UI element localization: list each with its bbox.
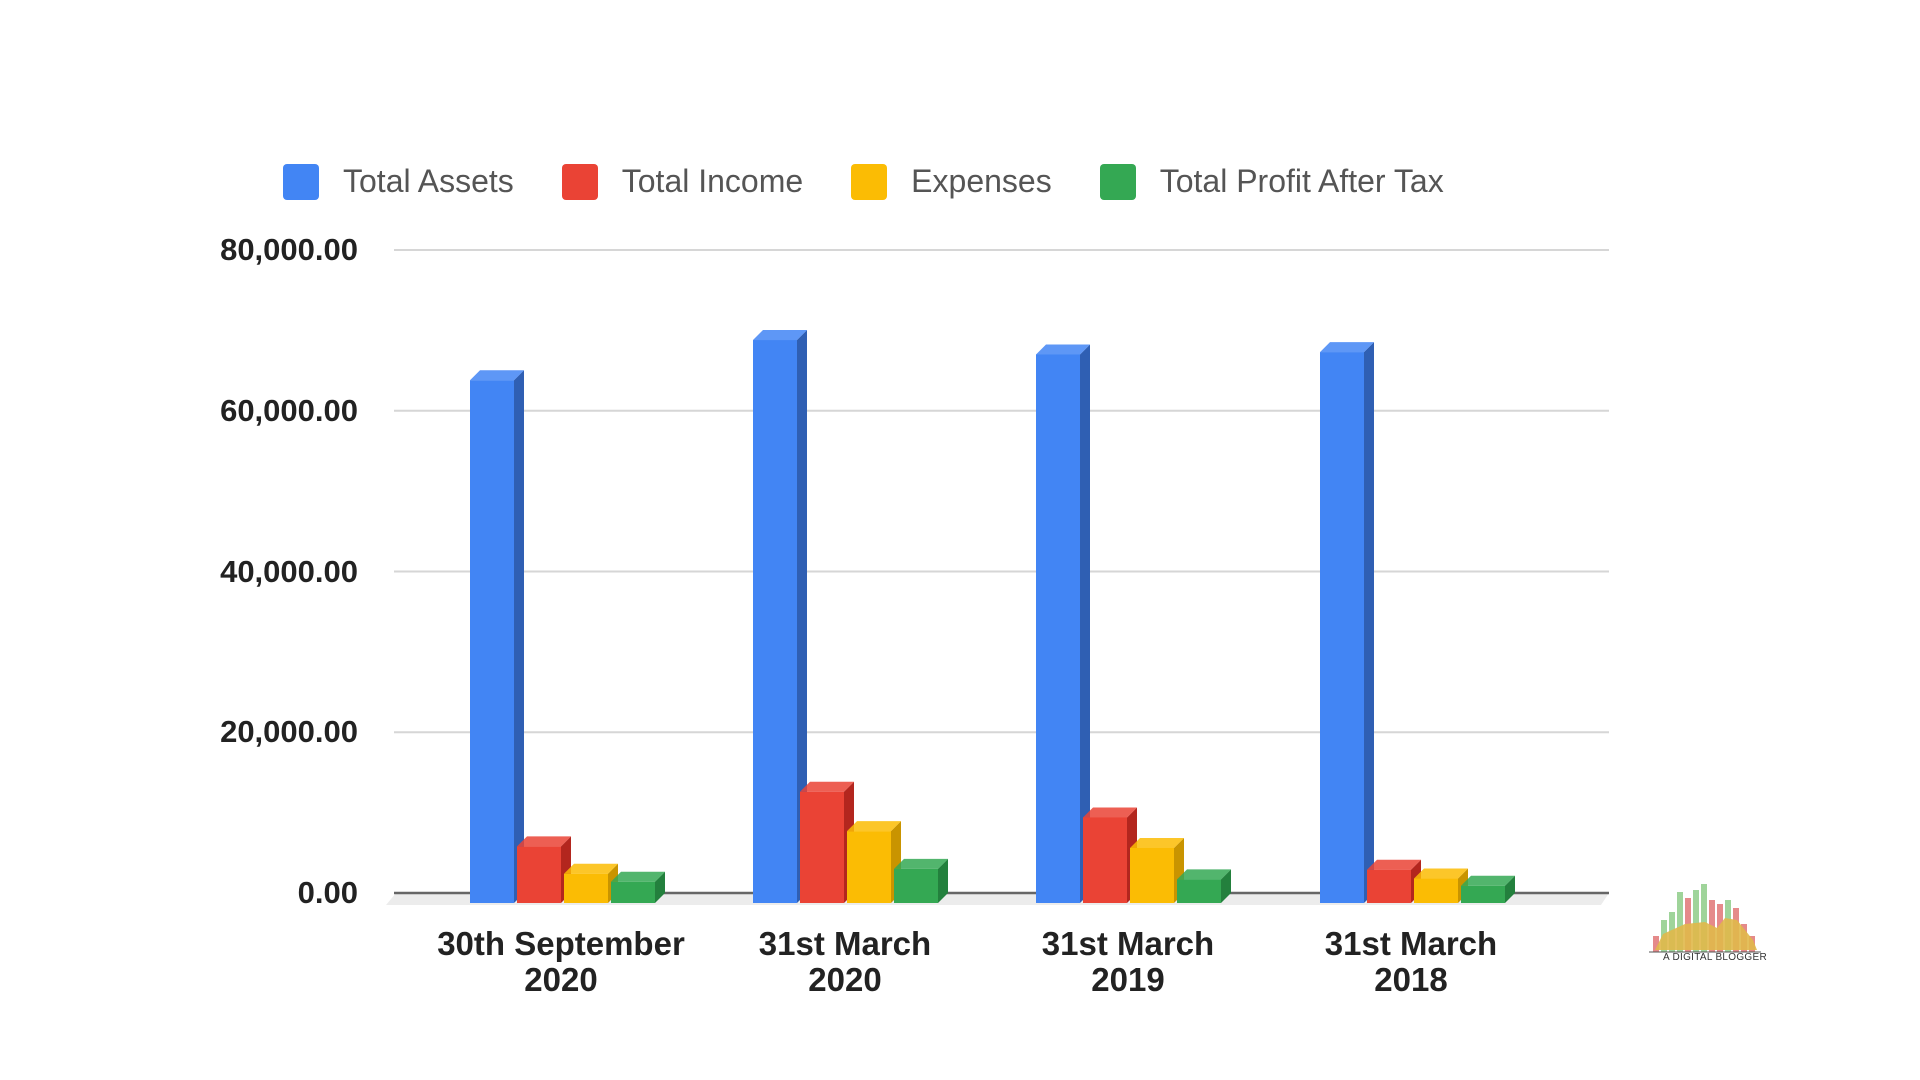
legend-swatch-total-profit-after-tax bbox=[1099, 163, 1136, 200]
chart-floor bbox=[386, 893, 1609, 905]
bar bbox=[1130, 837, 1184, 903]
bar bbox=[894, 858, 948, 903]
legend-item-total-profit-after-tax: Total Profit After Tax bbox=[1099, 163, 1444, 200]
a-digital-blogger-logo-icon bbox=[1649, 884, 1761, 953]
legend-swatch-total-assets bbox=[283, 163, 319, 200]
x-tick-label: 31st March 2019 bbox=[1041, 925, 1215, 998]
watermark-text: A DIGITAL BLOGGER bbox=[1662, 952, 1768, 963]
bar bbox=[611, 871, 665, 903]
legend-item-expenses: Expenses bbox=[851, 163, 1052, 200]
y-tick-label: 40,000.00 bbox=[220, 553, 358, 589]
y-tick-label: 0.00 bbox=[297, 875, 358, 910]
bar bbox=[470, 370, 524, 903]
bar bbox=[1367, 859, 1421, 903]
bar bbox=[1083, 807, 1137, 903]
bar bbox=[1036, 344, 1090, 903]
legend-item-total-income: Total Income bbox=[561, 163, 804, 200]
legend-label: Total Income bbox=[621, 163, 804, 199]
chart-legend: Total Assets Total Income Expenses Total… bbox=[283, 163, 1492, 200]
bar bbox=[517, 836, 571, 903]
bar bbox=[1320, 342, 1374, 903]
legend-label: Total Assets bbox=[343, 163, 514, 199]
legend-label: Expenses bbox=[911, 163, 1052, 199]
legend-swatch-total-income bbox=[561, 163, 598, 200]
bar bbox=[1461, 875, 1515, 903]
legend-swatch-expenses bbox=[851, 163, 888, 200]
bar bbox=[847, 821, 901, 903]
bar bbox=[753, 330, 807, 903]
bar-series bbox=[470, 330, 1515, 903]
x-tick-label: 31st March 2018 bbox=[1324, 925, 1498, 998]
y-tick-label: 20,000.00 bbox=[220, 714, 358, 750]
y-tick-label: 60,000.00 bbox=[220, 392, 358, 428]
bar bbox=[1177, 869, 1231, 903]
x-tick-label: 31st March 2020 bbox=[758, 925, 932, 998]
x-tick-label: 30th September 2020 bbox=[437, 925, 685, 998]
legend-label: Total Profit After Tax bbox=[1159, 163, 1444, 199]
y-tick-label: 80,000.00 bbox=[220, 232, 358, 267]
bar bbox=[564, 863, 618, 903]
bar bbox=[1414, 868, 1468, 903]
gridlines bbox=[386, 249, 1609, 905]
bar bbox=[800, 781, 854, 903]
legend-item-total-assets: Total Assets bbox=[283, 163, 514, 200]
